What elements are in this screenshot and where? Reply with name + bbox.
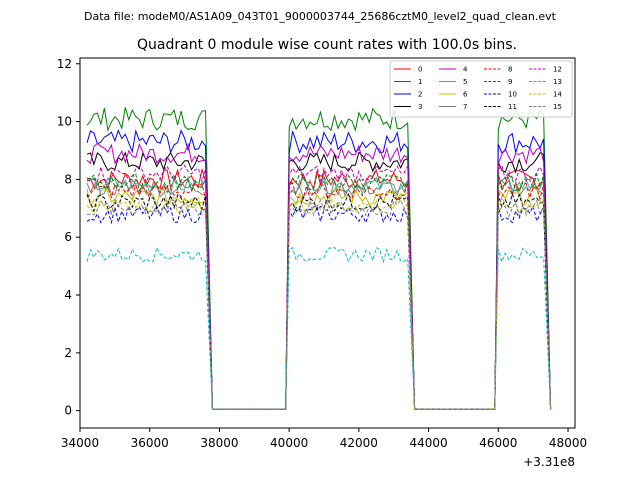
legend-label: 0: [418, 66, 422, 74]
y-tick-label: 0: [64, 404, 72, 418]
y-tick-label: 2: [64, 346, 72, 360]
series-line-10: [86, 204, 552, 410]
legend-label: 7: [463, 103, 467, 111]
legend-label: 11: [508, 103, 517, 111]
legend-label: 4: [463, 66, 468, 74]
y-tick-label: 6: [64, 230, 72, 244]
y-tick-label: 10: [57, 115, 72, 129]
y-axis: 0 2 4 6 8 10 12: [57, 57, 80, 418]
x-tick-label: 38000: [200, 436, 238, 450]
legend-label: 9: [508, 78, 512, 86]
figure-suptitle: Data file: modeM0/AS1A09_043T01_90000037…: [84, 10, 557, 23]
x-axis: 34000 36000 38000 40000 42000 44000 46000 48000: [61, 428, 587, 450]
series-line-14: [86, 195, 552, 410]
series-line-3: [86, 151, 552, 410]
legend-label: 13: [553, 78, 562, 86]
y-tick-label: 8: [64, 172, 72, 186]
x-tick-label: 48000: [549, 436, 587, 450]
legend-label: 1: [418, 78, 422, 86]
x-tick-label: 40000: [270, 436, 308, 450]
axes-frame: [79, 57, 576, 429]
series-line-6: [86, 187, 552, 410]
y-tick-label: 4: [64, 288, 72, 302]
plot-area: [86, 107, 552, 410]
y-tick-label: 12: [57, 57, 72, 71]
x-tick-label: 46000: [479, 436, 517, 450]
series-line-2: [86, 128, 552, 410]
series-line-1: [86, 107, 552, 410]
series-line-15: [86, 198, 552, 410]
legend-label: 12: [553, 66, 562, 74]
series-line-13: [86, 246, 552, 410]
series-line-12: [86, 163, 552, 410]
chart-title: Quadrant 0 module wise count rates with …: [137, 37, 517, 53]
x-tick-label: 36000: [131, 436, 169, 450]
legend-label: 15: [553, 103, 562, 111]
series-line-11: [86, 192, 552, 410]
legend-label: 3: [418, 103, 422, 111]
legend-label: 14: [553, 91, 562, 99]
x-offset-text: +3.31e8: [523, 455, 575, 469]
x-tick-label: 34000: [61, 436, 99, 450]
legend-label: 8: [508, 66, 512, 74]
x-tick-label: 44000: [409, 436, 447, 450]
legend-label: 5: [463, 78, 467, 86]
series-line-8: [86, 180, 552, 410]
legend-label: 2: [418, 91, 422, 99]
legend-box: [389, 60, 573, 118]
legend-label: 10: [508, 91, 517, 99]
x-tick-label: 42000: [340, 436, 378, 450]
legend-label: 6: [463, 91, 468, 99]
